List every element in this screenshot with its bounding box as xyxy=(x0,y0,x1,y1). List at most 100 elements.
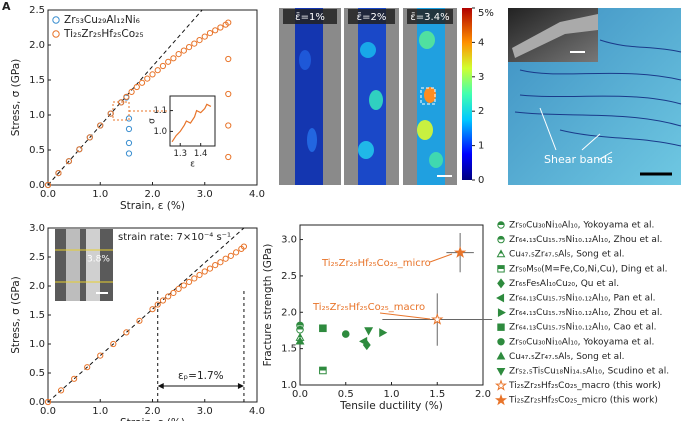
marker xyxy=(497,235,505,244)
inset-strain-label: 3.8% xyxy=(87,255,110,265)
x-tick-label: 1.3 xyxy=(173,149,187,159)
y-tick-label: 3.0 xyxy=(281,235,297,246)
marker xyxy=(379,328,388,338)
marker xyxy=(497,265,505,273)
marker xyxy=(123,93,130,100)
marker xyxy=(225,55,232,63)
strain-maps xyxy=(279,8,472,185)
annotation-leader xyxy=(379,312,431,320)
x-tick-label: 1.4 xyxy=(194,149,208,159)
annotation: Ti₂₅Zr₂₅Hf₂₅Co₂₅_macro xyxy=(312,302,425,313)
legend-label: Zr₆₄.₁₃Cu₁₅.₇₅Ni₁₀.₁₂Al₁₀, Zhou et al. xyxy=(509,235,662,245)
marker xyxy=(159,62,167,70)
legend-label: Ti₂₅Zr₂₅Hf₂₅Co₂₅ xyxy=(63,28,144,40)
arrow xyxy=(539,107,557,151)
marker xyxy=(185,44,193,51)
map-spot xyxy=(299,50,311,70)
marker xyxy=(196,271,203,279)
marker xyxy=(212,27,219,34)
y-axis-label: σ xyxy=(148,118,158,124)
marker xyxy=(175,285,182,292)
legend-label: Zr₅₃Cu₂₉Al₁₂Ni₆ xyxy=(64,14,140,26)
legend-label: Cu₄₇.₅Zr₄₇.₅Al₅, Song et al. xyxy=(509,250,625,260)
map-label-bg xyxy=(283,9,337,24)
marker xyxy=(65,158,73,165)
colorbar-label: 2 xyxy=(478,106,484,117)
marker xyxy=(84,364,91,371)
marker xyxy=(128,88,135,96)
y-tick-label: 2.0 xyxy=(29,281,45,292)
marker xyxy=(149,306,156,313)
marker xyxy=(97,352,104,359)
y-tick-label: 1.5 xyxy=(29,75,45,86)
x-tick-label: 0.0 xyxy=(292,389,308,400)
y-tick-label: 1.1 xyxy=(153,106,167,116)
x-tick-label: 2.0 xyxy=(475,389,491,400)
arrow xyxy=(581,133,601,151)
map-spot xyxy=(369,90,383,110)
marker xyxy=(319,366,327,375)
y-tick-label: 0.0 xyxy=(29,397,45,408)
marker xyxy=(217,259,224,266)
map-spot xyxy=(417,120,433,140)
legend-label: Zr₅₂.₅Ti₅Cu₁₈Ni₁₄.₅Al₁₀, Scudino et al. xyxy=(509,367,669,377)
marker xyxy=(191,275,198,282)
marker xyxy=(165,293,172,300)
marker xyxy=(222,255,229,262)
marker xyxy=(185,278,193,286)
marker xyxy=(125,139,133,147)
x-tick-label: 0.0 xyxy=(40,406,56,417)
marker xyxy=(149,71,156,78)
map-spot xyxy=(424,87,436,103)
marker xyxy=(154,301,161,308)
marker xyxy=(217,24,224,31)
marker xyxy=(206,29,214,37)
marker xyxy=(170,55,177,62)
marker xyxy=(496,293,505,303)
y-tick-label: 1.0 xyxy=(29,110,45,121)
colorbar-label: 0 xyxy=(478,175,484,186)
marker xyxy=(97,122,104,129)
marker xyxy=(57,387,65,394)
colorbar-label: 4 xyxy=(478,37,484,48)
x-tick-label: 2.0 xyxy=(145,189,161,200)
x-tick-label: 0.5 xyxy=(338,389,354,400)
marker xyxy=(497,323,505,331)
marker xyxy=(76,146,83,153)
strain-rate-label: strain rate: 7×10⁻⁴ s⁻¹ xyxy=(118,232,231,243)
marker xyxy=(341,330,350,338)
specimen xyxy=(66,229,80,301)
reference-line xyxy=(47,9,203,186)
marker xyxy=(225,153,232,161)
map-label-bg xyxy=(348,9,395,24)
marker xyxy=(201,33,208,40)
x-tick-label: 2.0 xyxy=(145,406,161,417)
marker xyxy=(133,83,140,91)
zoom-box xyxy=(420,87,436,105)
marker xyxy=(497,338,505,346)
legend-label: Zr₆₄.₁₃Cu₁₅.₇₅Ni₁₀.₁₂Al₁₀, Pan et al. xyxy=(509,294,655,304)
legend-label: Ti₂₅Zr₂₅Hf₂₅Co₂₅_macro (this work) xyxy=(508,381,661,391)
marker xyxy=(136,317,143,324)
y-tick-label: 1.0 xyxy=(153,127,167,137)
y-axis-label: Fracture strength (GPa) xyxy=(262,244,274,367)
y-tick-label: 1.0 xyxy=(281,380,297,391)
y-tick-label: 0.0 xyxy=(29,180,45,191)
marker xyxy=(55,170,62,177)
x-axis-label: Tensile ductility (%) xyxy=(339,400,443,412)
specimen xyxy=(86,229,100,301)
marker xyxy=(165,58,172,65)
y-tick-label: 2.0 xyxy=(281,307,297,318)
y-tick-label: 2.5 xyxy=(281,271,297,282)
panel-label: A xyxy=(2,0,11,13)
annotation: Ti₂₅Zr₂₅Hf₂₅Co₂₅_micro xyxy=(321,258,431,269)
marker xyxy=(175,51,182,58)
x-axis-label: Strain, ε (%) xyxy=(120,417,185,421)
shear-band xyxy=(599,39,682,53)
marker xyxy=(180,282,187,289)
legend-label: Zr₅₀M₅₀(M=Fe,Co,Ni,Cu), Ding et al. xyxy=(509,264,667,274)
marker xyxy=(86,134,93,141)
map-label: ε̄=3.4% xyxy=(410,12,449,23)
marker xyxy=(125,125,133,133)
